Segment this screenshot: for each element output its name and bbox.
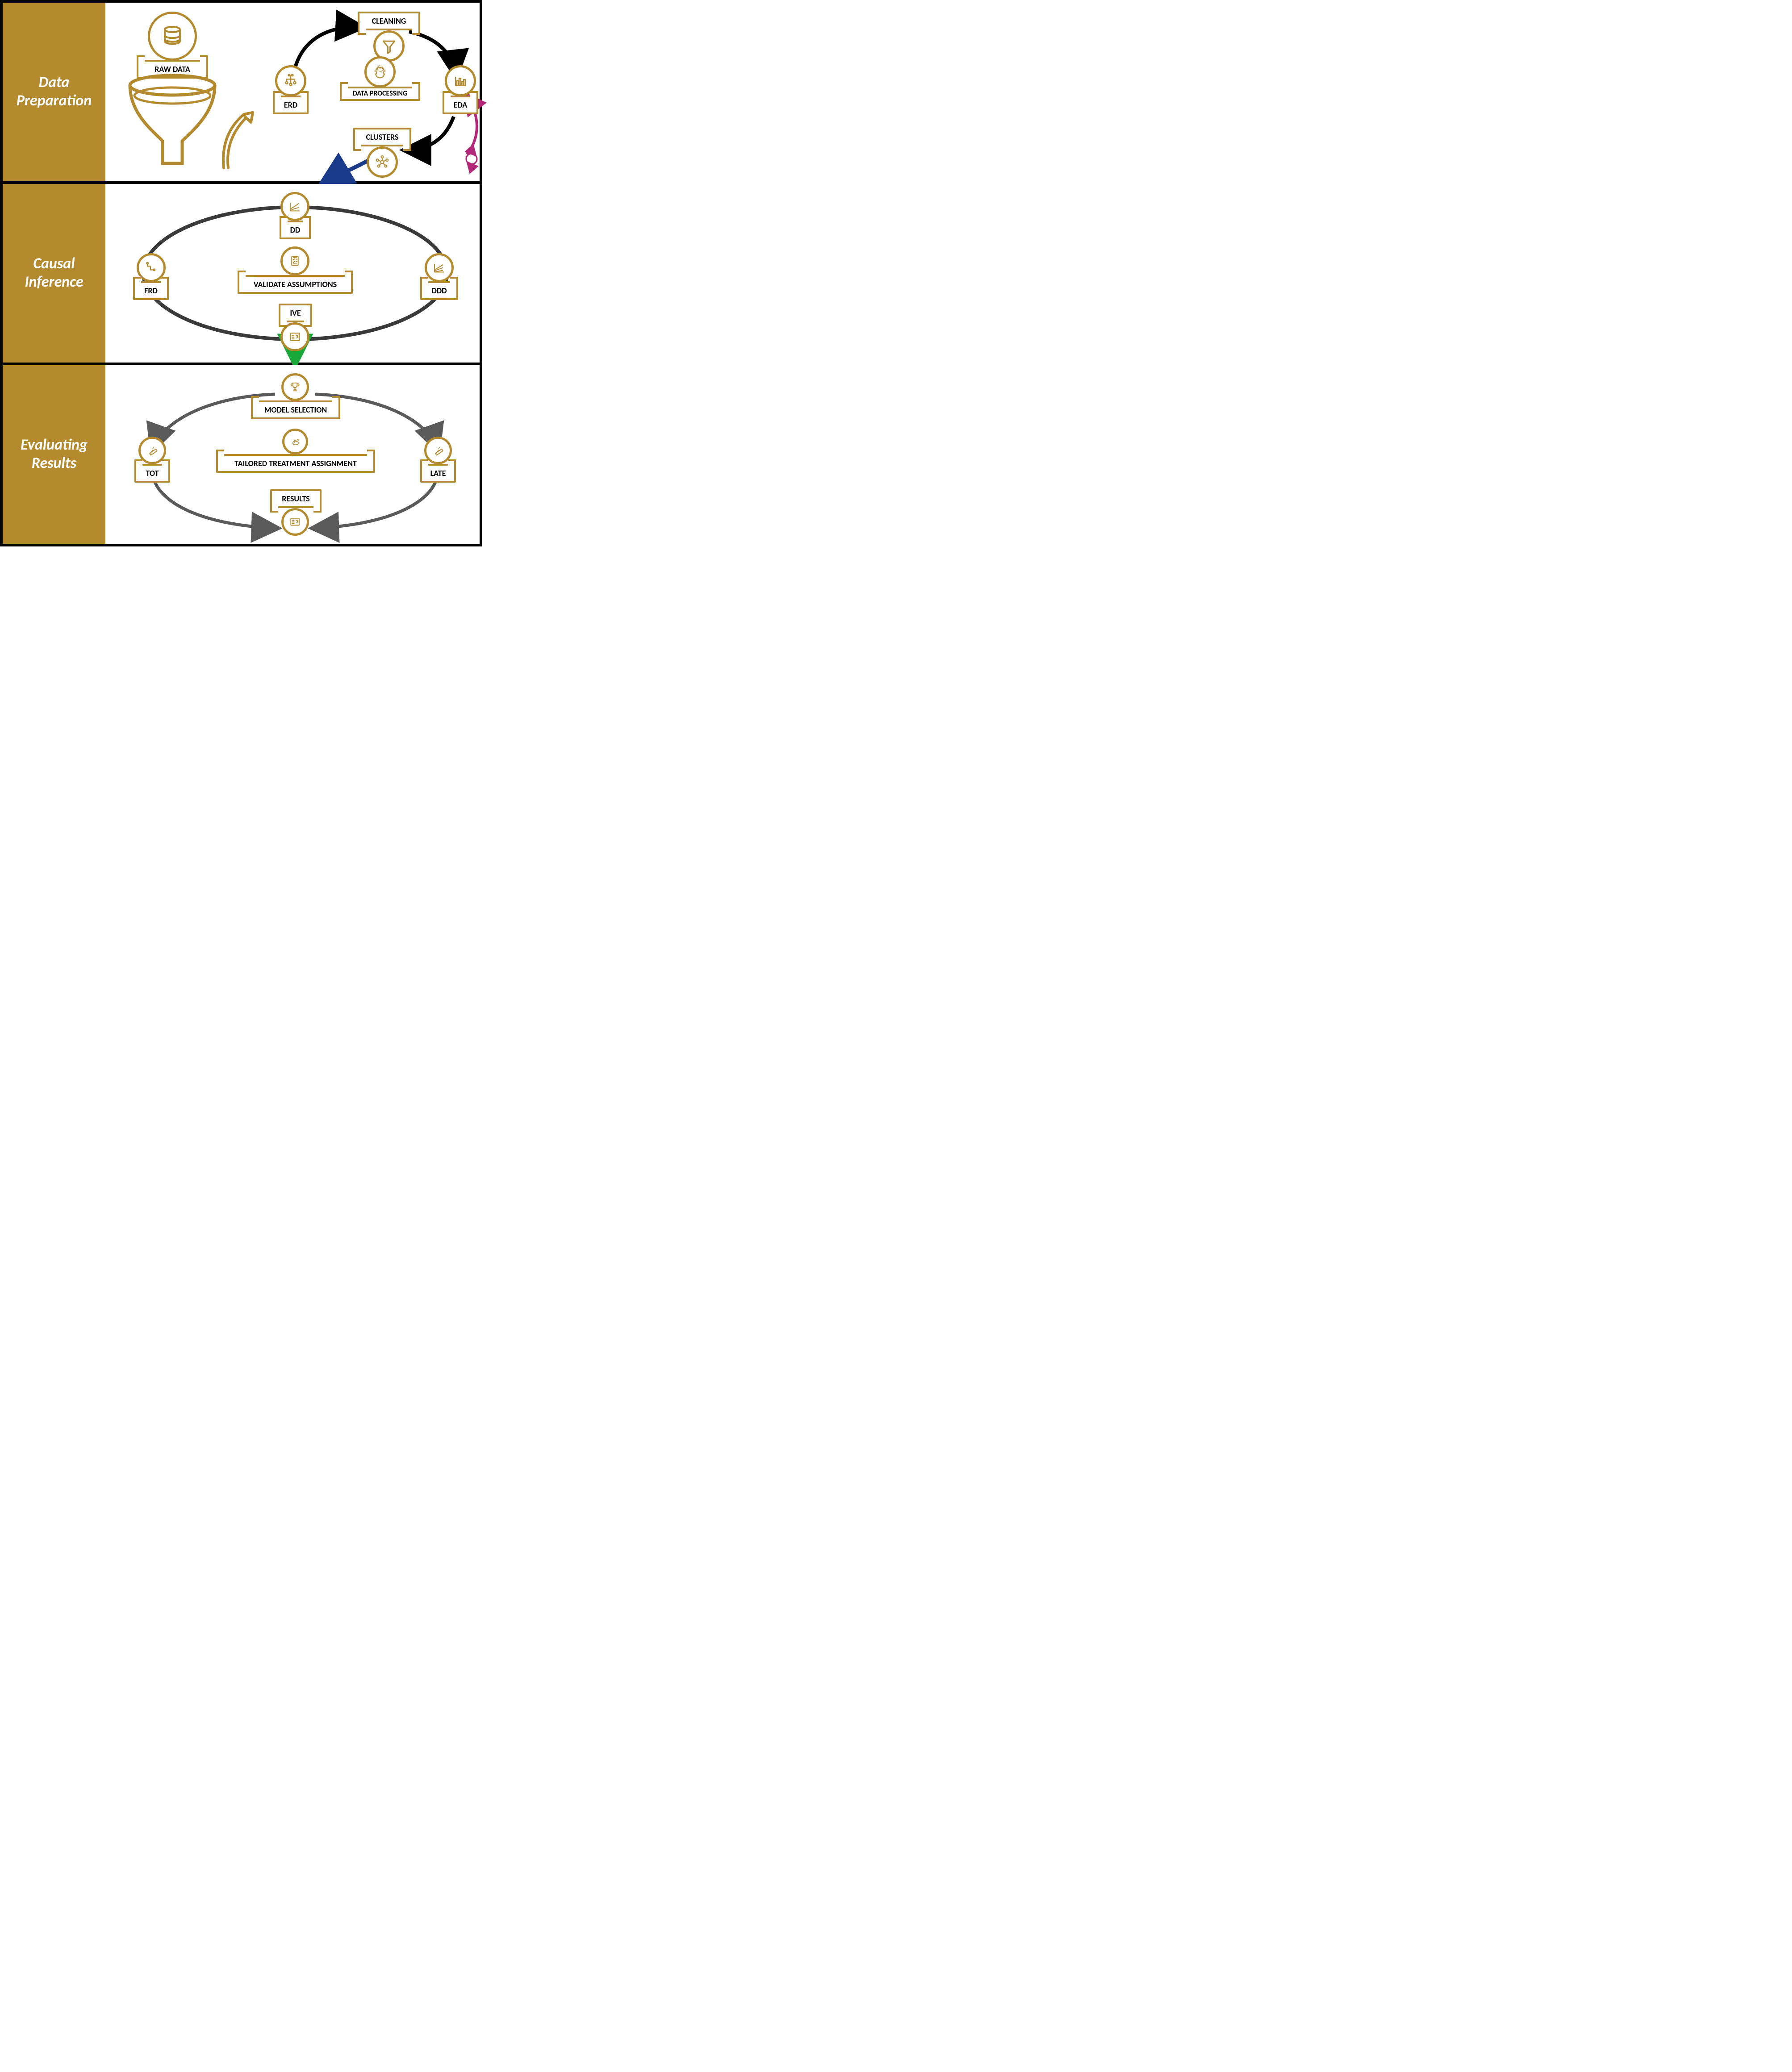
sidebar-eval: Evaluating Results (3, 365, 105, 544)
funnel-icon (128, 74, 217, 168)
clusters-icon (367, 146, 398, 178)
dd-label: DD (280, 221, 311, 239)
content-causal: DD FRD VALIDATE ASSUMPTIONS (105, 184, 480, 363)
tailored-icon (282, 429, 308, 454)
clusters-label: CLUSTERS (353, 128, 411, 146)
results-label: RESULTS (270, 489, 322, 508)
ddd-label: DDD (420, 281, 458, 300)
row-evaluating-results: Evaluating Results MODEL SELECTIO (3, 365, 480, 544)
cleaning-label: CLEANING (358, 12, 420, 30)
tot-label: TOT (134, 464, 170, 483)
validate-icon (280, 246, 309, 275)
sidebar-prep: Data Preparation (3, 3, 105, 181)
content-prep: RAW DATA (105, 3, 480, 181)
validate-label: VALIDATE ASSUMPTIONS (238, 275, 353, 294)
results-icon (281, 508, 309, 536)
ive-label: IVE (279, 304, 312, 322)
sidebar-causal: Causal Inference (3, 184, 105, 363)
trophy-icon (281, 373, 309, 401)
section-title: Causal Inference (7, 255, 101, 292)
section-title: Evaluating Results (7, 436, 101, 473)
curve-arrow-icon (217, 105, 257, 172)
erd-label: ERD (273, 96, 309, 114)
row-causal-inference: Causal Inference DD (3, 184, 480, 365)
data-processing-icon (364, 56, 396, 88)
late-label: LATE (420, 464, 456, 483)
model-selection-label: MODEL SELECTION (251, 400, 340, 419)
ive-icon (280, 322, 309, 351)
row-data-preparation: Data Preparation RAW DATA (3, 3, 480, 184)
workflow-diagram: Data Preparation RAW DATA (0, 0, 482, 546)
tailored-label: TAILORED TREATMENT ASSIGNMENT (216, 454, 375, 473)
eda-label: EDA (443, 96, 478, 114)
database-icon (148, 12, 197, 61)
section-title: Data Preparation (7, 74, 101, 110)
content-eval: MODEL SELECTION TOT TAILORED TREATMENT A… (105, 365, 480, 544)
data-processing-label: DATA PROCESSING (340, 87, 420, 101)
ddd-icon (425, 253, 454, 282)
frd-label: FRD (133, 281, 169, 300)
